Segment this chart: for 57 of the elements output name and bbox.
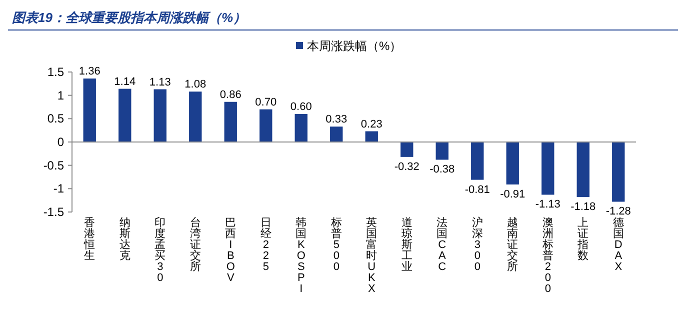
bar (294, 114, 308, 142)
text: -0.91 (500, 188, 526, 200)
y-tick-label: 1 (57, 88, 64, 102)
text: 0.70 (255, 96, 277, 108)
bar (400, 142, 414, 157)
x-tick-label: 香港恒生 (83, 216, 96, 262)
text: 1.08 (184, 78, 206, 91)
y-tick-label: -1 (53, 182, 64, 196)
text: 0.60 (290, 101, 312, 113)
bar (154, 89, 166, 142)
text: 1.14 (114, 76, 136, 88)
text: -1.13 (535, 198, 560, 211)
x-tick-label: 沪深300 (472, 216, 483, 273)
bar (471, 142, 484, 180)
x-tick-label: 印度孟买30 (154, 216, 166, 284)
bar (330, 126, 343, 142)
x-tick-label: 纳斯达克 (119, 217, 130, 262)
bar (224, 102, 237, 142)
y-tick-label: -1.5 (43, 205, 64, 219)
x-tick-label: 日经225 (260, 217, 272, 273)
x-tick-label: 巴西IBOV (225, 217, 236, 284)
y-tick-label: 1.5 (47, 65, 64, 79)
bar (118, 88, 132, 142)
bar (83, 78, 96, 142)
bar (542, 142, 554, 195)
y-tick-label: 0.5 (47, 112, 64, 126)
text: -1.18 (570, 201, 596, 214)
x-tick-label: 英国富时UKX (366, 216, 378, 295)
text: -0.81 (464, 184, 490, 196)
text: -1.28 (606, 206, 631, 218)
bar (576, 142, 590, 198)
text: 0.33 (326, 114, 348, 126)
y-tick-label: 0 (57, 135, 64, 149)
bar (260, 109, 272, 142)
text: 0.23 (360, 118, 382, 130)
x-tick-label: 标普500 (330, 217, 342, 273)
bar (436, 142, 448, 160)
bar (506, 142, 519, 184)
bar (365, 131, 378, 142)
text: 1.36 (78, 66, 100, 78)
bar (612, 142, 625, 202)
x-tick-label: 台湾证交所 (190, 216, 201, 273)
x-tick-label: 德国DAX (612, 217, 624, 273)
x-tick-label: 韩国KOSPI (296, 216, 307, 295)
text: -0.32 (394, 160, 420, 173)
x-tick-label: 道琼斯工业 (401, 217, 412, 273)
x-tick-label: 澳洲标普200 (541, 217, 554, 295)
x-tick-label: 法国CAC (436, 216, 448, 273)
text: 0.86 (220, 88, 242, 101)
chart-title: 图表19：全球重要股指本周涨跌幅（%） (12, 10, 246, 25)
bar (189, 92, 202, 142)
text: -0.38 (430, 164, 455, 176)
legend-label: 本周涨跌幅（%） (307, 39, 402, 53)
x-tick-label: 上证指数 (576, 216, 589, 262)
y-tick-label: -0.5 (43, 158, 64, 172)
x-tick-label: 越南证交所 (507, 216, 518, 273)
text: 1.13 (149, 76, 171, 88)
